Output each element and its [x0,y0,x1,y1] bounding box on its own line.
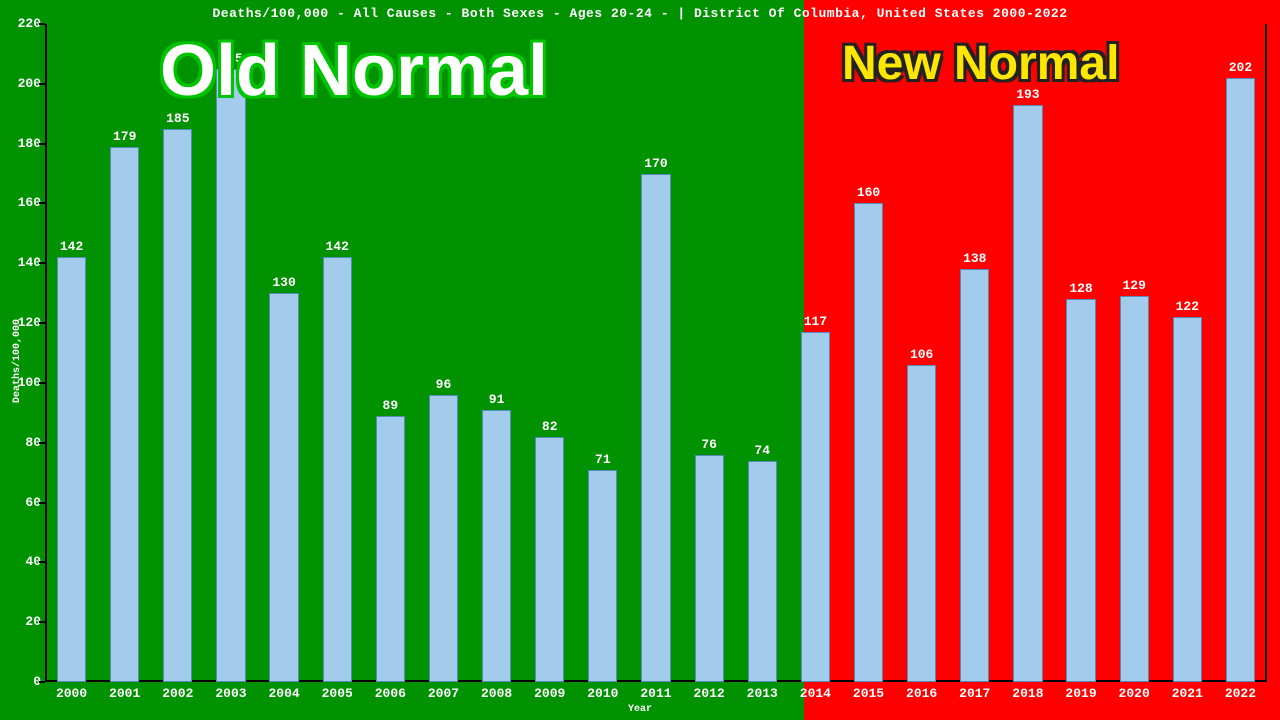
x-tick-label: 2008 [470,686,523,701]
bar [960,269,989,682]
y-tick-label: 0 [5,674,41,689]
y-tick-mark [39,322,45,324]
x-tick-label: 2021 [1161,686,1214,701]
bar-value-label: 130 [264,275,304,290]
y-tick-label: 40 [5,554,41,569]
bar [323,257,352,682]
y-tick-mark [39,561,45,563]
bar-value-label: 179 [105,129,145,144]
x-tick-label: 2002 [151,686,204,701]
bar-value-label: 129 [1114,278,1154,293]
bar-value-label: 71 [583,452,623,467]
y-tick-label: 60 [5,495,41,510]
bar [163,129,192,682]
bar [429,395,458,682]
x-tick-label: 2006 [364,686,417,701]
x-tick-label: 2018 [1001,686,1054,701]
overlay-new-normal: New Normal [842,36,1119,91]
y-tick-label: 20 [5,614,41,629]
bar-value-label: 106 [902,347,942,362]
bar [801,332,830,682]
bar [482,410,511,682]
x-tick-label: 2020 [1108,686,1161,701]
x-tick-label: 2007 [417,686,470,701]
y-tick-label: 160 [5,195,41,210]
bar-value-label: 202 [1220,60,1260,75]
bar-value-label: 117 [795,314,835,329]
x-tick-label: 2012 [683,686,736,701]
bar-value-label: 142 [52,239,92,254]
overlay-old-normal: Old Normal [160,30,548,112]
bar [854,203,883,682]
bar [1226,78,1255,682]
bar-value-label: 82 [530,419,570,434]
x-tick-label: 2016 [895,686,948,701]
y-tick-mark [39,382,45,384]
x-tick-label: 2014 [789,686,842,701]
y-tick-label: 180 [5,136,41,151]
bar [535,437,564,682]
bar-value-label: 138 [955,251,995,266]
y-tick-label: 200 [5,76,41,91]
bar-value-label: 96 [423,377,463,392]
bar [216,69,245,682]
x-tick-label: 2004 [258,686,311,701]
y-tick-mark [39,681,45,683]
chart-title: Deaths/100,000 - All Causes - Both Sexes… [0,6,1280,21]
y-tick-mark [39,502,45,504]
bar [110,147,139,682]
x-tick-label: 2019 [1054,686,1107,701]
y-tick-mark [39,23,45,25]
x-tick-label: 2003 [204,686,257,701]
bar [1120,296,1149,682]
y-tick-label: 80 [5,435,41,450]
bar-value-label: 142 [317,239,357,254]
bar [269,293,298,682]
bar-value-label: 122 [1167,299,1207,314]
bar [588,470,617,682]
y-tick-label: 120 [5,315,41,330]
x-tick-label: 2005 [311,686,364,701]
bar [376,416,405,682]
x-axis-label: Year [0,704,1280,715]
bar-value-label: 91 [477,392,517,407]
bar [1066,299,1095,682]
bar [57,257,86,682]
x-tick-label: 2015 [842,686,895,701]
bar-value-label: 76 [689,437,729,452]
bar [907,365,936,682]
x-tick-label: 2000 [45,686,98,701]
x-tick-label: 2013 [736,686,789,701]
bar-value-label: 128 [1061,281,1101,296]
x-tick-label: 2009 [523,686,576,701]
y-tick-mark [39,202,45,204]
x-tick-label: 2017 [948,686,1001,701]
bar-value-label: 170 [636,156,676,171]
x-tick-label: 2001 [98,686,151,701]
y-axis-label: Deaths/100,000 [12,319,23,403]
y-tick-mark [39,621,45,623]
y-tick-mark [39,143,45,145]
bar [695,455,724,682]
bar [641,174,670,682]
bar-value-label: 74 [742,443,782,458]
bar-value-label: 89 [370,398,410,413]
bar-value-label: 160 [849,185,889,200]
y-tick-label: 140 [5,255,41,270]
death-rate-chart: Deaths/100,000 - All Causes - Both Sexes… [0,0,1280,720]
x-tick-label: 2010 [576,686,629,701]
y-tick-mark [39,83,45,85]
y-tick-label: 100 [5,375,41,390]
bar-value-label: 185 [158,111,198,126]
bar [1013,105,1042,682]
bar [748,461,777,682]
y-tick-mark [39,262,45,264]
x-tick-label: 2011 [629,686,682,701]
x-tick-label: 2022 [1214,686,1267,701]
y-tick-mark [39,442,45,444]
bar [1173,317,1202,682]
